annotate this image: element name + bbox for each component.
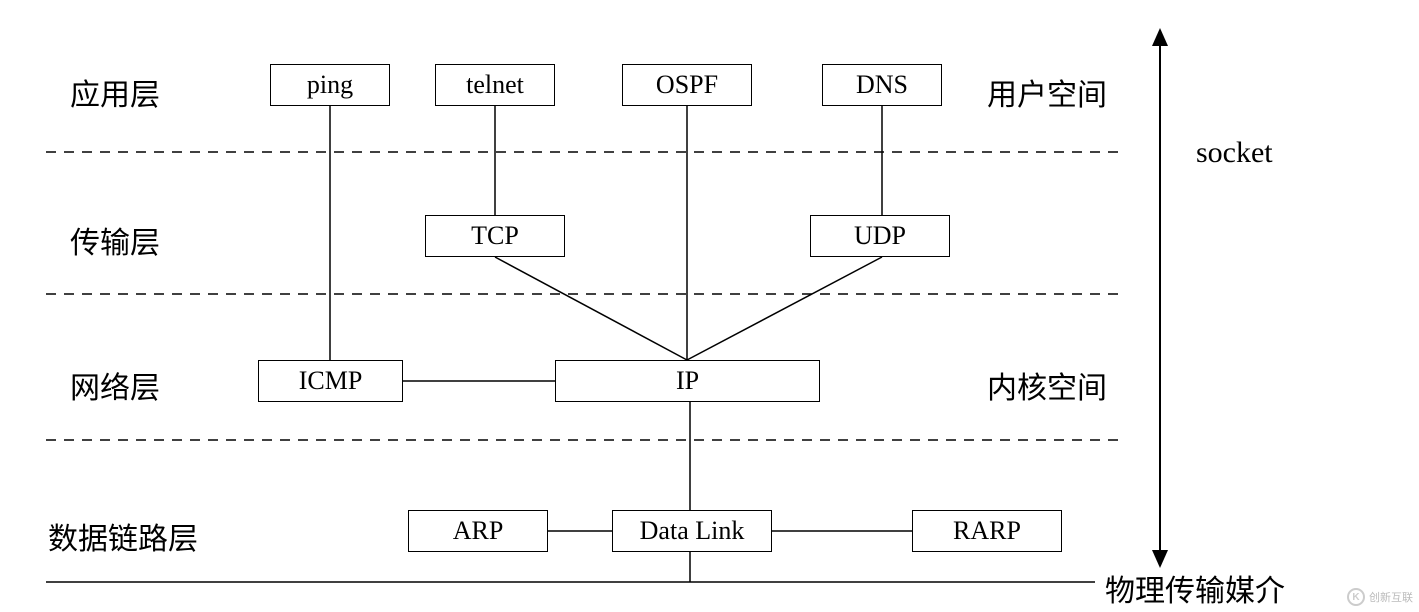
label-socket: socket: [1196, 136, 1273, 170]
label-kernelspace: 内核空间: [987, 363, 1107, 407]
label-network-layer: 网络层: [70, 363, 160, 407]
node-telnet: telnet: [435, 64, 555, 106]
label-physical: 物理传输媒介: [1105, 566, 1285, 610]
watermark-text: 创新互联: [1369, 589, 1413, 605]
node-icmp: ICMP: [258, 360, 403, 402]
node-dns: DNS: [822, 64, 942, 106]
label-datalink-layer: 数据链路层: [48, 514, 198, 558]
label-userspace: 用户空间: [987, 70, 1107, 114]
node-udp: UDP: [810, 215, 950, 257]
node-rarp: RARP: [912, 510, 1062, 552]
node-ospf: OSPF: [622, 64, 752, 106]
label-application-layer: 应用层: [70, 70, 160, 114]
node-datalink: Data Link: [612, 510, 772, 552]
node-ping: ping: [270, 64, 390, 106]
watermark: K 创新互联: [1347, 588, 1413, 606]
node-arp: ARP: [408, 510, 548, 552]
watermark-icon: K: [1347, 588, 1365, 606]
label-transport-layer: 传输层: [70, 218, 160, 262]
node-ip: IP: [555, 360, 820, 402]
node-tcp: TCP: [425, 215, 565, 257]
network-layers-diagram: 应用层 传输层 网络层 数据链路层 用户空间 内核空间 socket 物理传输媒…: [0, 0, 1419, 612]
